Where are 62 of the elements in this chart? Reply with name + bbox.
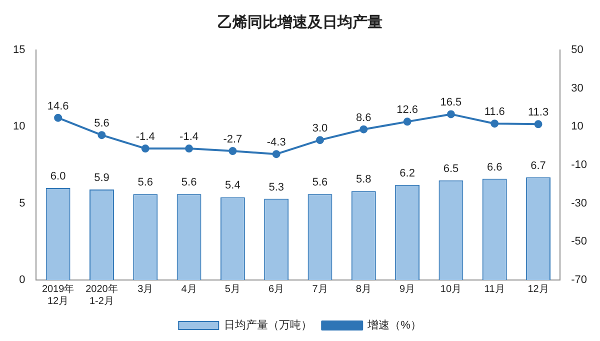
point [98,131,106,140]
data-label: -1.4 [136,131,155,144]
y-tick-label: 5 [19,197,26,210]
chart-title: 乙烯同比增速及日均产量 [218,14,382,32]
data-label: 5.6 [94,118,110,130]
point [534,120,542,128]
data-label: 5.9 [94,172,110,184]
point [316,136,324,144]
data-label: 6.6 [486,161,502,174]
point [272,150,280,158]
y2-tick-label: -50 [571,236,588,248]
data-label: 5.6 [181,176,197,189]
data-label: 3.0 [312,122,328,135]
x-tick-label: 10月 [440,284,462,295]
point [185,144,194,153]
data-label: 16.5 [440,96,462,109]
data-label: -1.4 [180,131,199,144]
y2-tick-label: -30 [571,197,588,210]
x-tick-label: 7月 [312,284,328,295]
y-tick-label: 10 [12,120,26,133]
data-label: 12.6 [396,104,418,116]
y-tick-label: 0 [19,274,26,286]
x-tick-label: 8月 [356,284,372,295]
x-tick-label: 3月 [138,284,154,295]
data-label: -2.7 [223,134,242,146]
point [446,110,455,118]
x-tick-label: 9月 [400,284,416,295]
data-label: 6.0 [50,170,66,183]
x-tick-label: 6月 [268,284,284,295]
x-tick-label: 12月 [528,284,549,295]
x-tick-label: 2020年 1-2月 [86,282,118,307]
point [141,144,150,153]
data-label: 11.6 [484,106,505,118]
data-label: 6.5 [443,162,459,175]
data-label: 6.2 [400,167,415,180]
data-label: 5.6 [138,176,154,189]
data-label: 14.6 [47,100,69,112]
x-tick-label: 5月 [224,284,240,295]
point [228,147,237,156]
data-label: -4.3 [266,136,286,149]
x-tick-label: 11月 [484,284,505,295]
data-label: 11.3 [528,106,549,119]
legend-label: 日均产量（万吨） [224,318,312,332]
x-tick-label: 4月 [181,284,197,295]
y-tick-label: 15 [12,44,26,56]
y2-tick-label: -10 [571,159,588,172]
data-label: 6.7 [530,160,546,172]
point [490,120,499,128]
data-label: 5.3 [268,181,284,194]
y2-tick-label: 10 [571,120,584,133]
y2-tick-label: 30 [571,82,584,94]
point [360,125,368,134]
point [403,118,412,126]
legend-label: 增速（%） [366,318,422,332]
data-label: 5.8 [356,174,372,186]
data-label: 8.6 [356,112,372,124]
point [54,114,62,122]
data-label: 5.6 [312,176,328,189]
data-label: 5.4 [225,180,240,192]
y2-tick-label: -70 [571,274,588,286]
x-tick-label: 2019年 12月 [42,282,74,307]
y2-tick-label: 50 [571,44,584,56]
